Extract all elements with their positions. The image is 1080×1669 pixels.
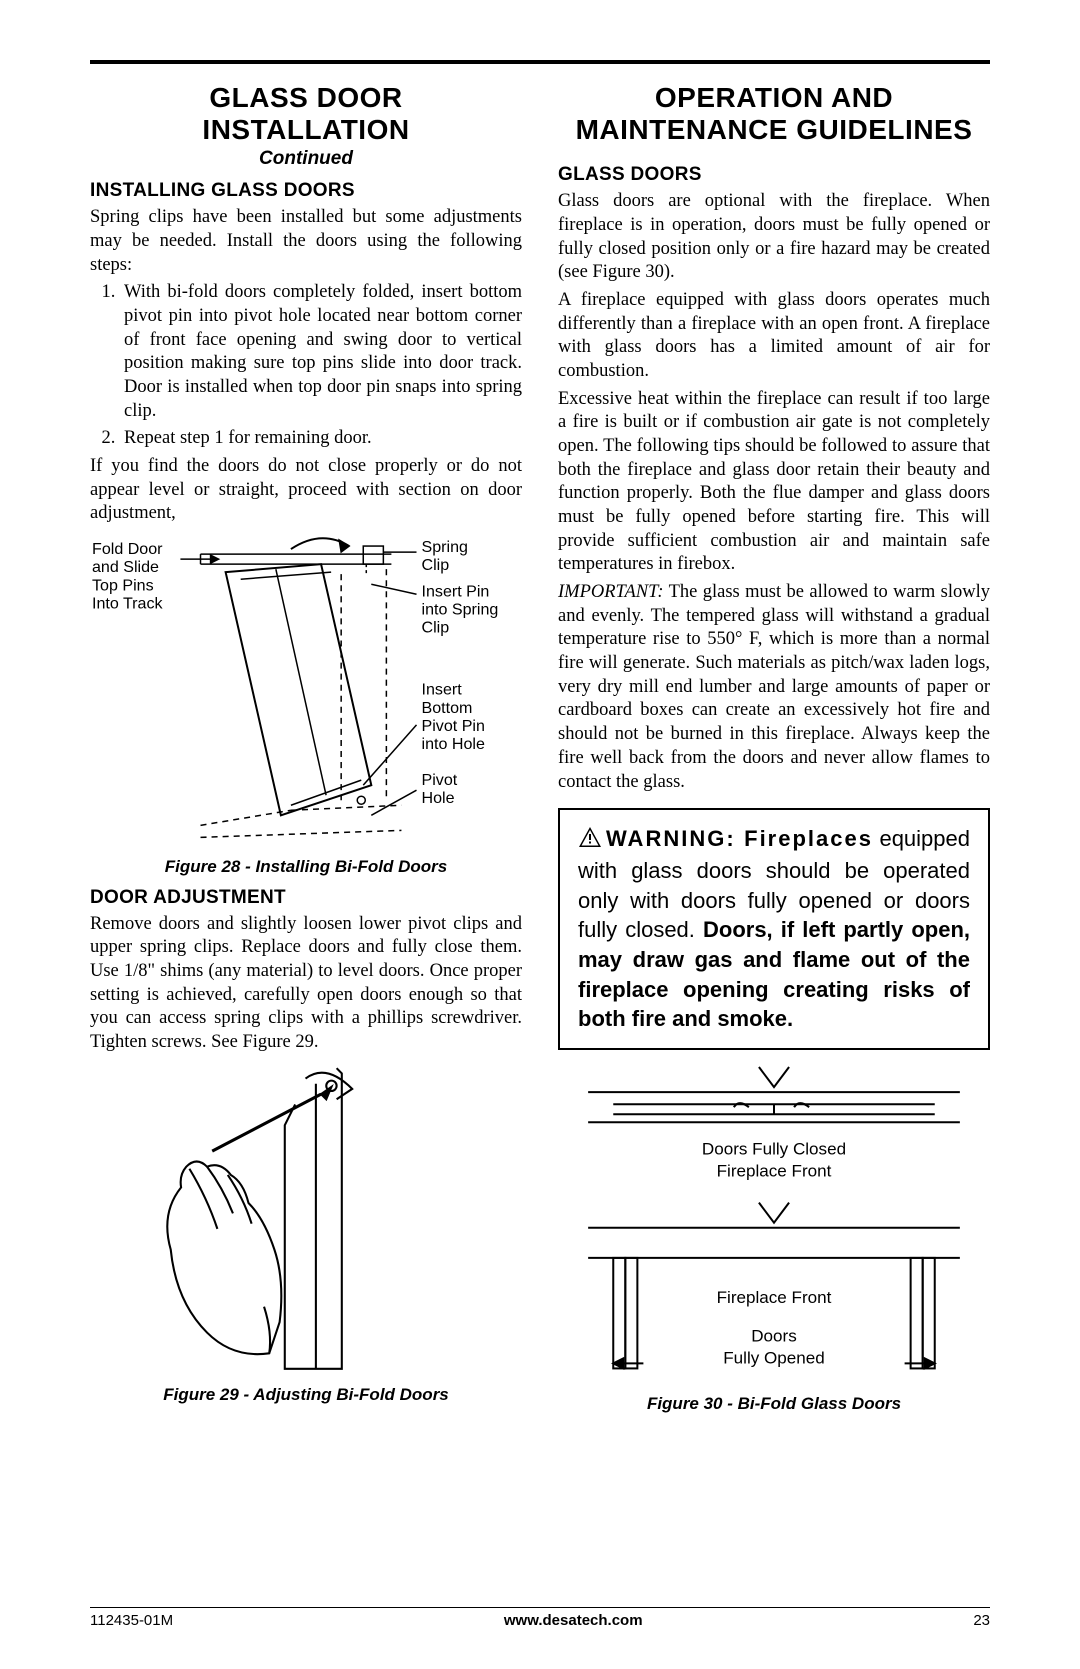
- right-column: OPERATION AND MAINTENANCE GUIDELINES GLA…: [558, 82, 990, 1424]
- warning-text: WARNING: Fireplaces equipped with glass …: [578, 824, 970, 1034]
- svg-text:Hole: Hole: [422, 789, 455, 807]
- important-text: The glass must be allowed to warm slowly…: [558, 582, 990, 791]
- fig30-svg: Doors Fully Closed Fireplace Front Firep…: [558, 1062, 990, 1383]
- label-closed: Doors Fully Closed: [702, 1139, 846, 1158]
- adjustment-paragraph: Remove doors and slightly loosen lower p…: [90, 913, 522, 1055]
- label-front2: Fireplace Front: [717, 1288, 832, 1307]
- figure-28-diagram: Fold Door and Slide Top Pins Into Track …: [90, 534, 522, 850]
- top-rule: [90, 60, 990, 64]
- svg-text:Bottom: Bottom: [422, 699, 473, 717]
- svg-text:Spring: Spring: [422, 538, 468, 556]
- svg-text:into Hole: into Hole: [422, 735, 485, 753]
- figure-28-caption: Figure 28 - Installing Bi-Fold Doors: [90, 857, 522, 877]
- svg-text:Pivot Pin: Pivot Pin: [422, 717, 485, 735]
- svg-text:Insert: Insert: [422, 681, 463, 699]
- warning-icon: [578, 826, 602, 856]
- footer-row: 112435-01M www.desatech.com 23: [90, 1612, 990, 1629]
- svg-text:Clip: Clip: [422, 619, 450, 637]
- left-title: GLASS DOOR INSTALLATION: [90, 82, 522, 146]
- svg-text:Into Track: Into Track: [92, 594, 163, 612]
- heading-adjustment: DOOR ADJUSTMENT: [90, 887, 522, 909]
- label-doors: Doors: [751, 1326, 797, 1345]
- page-footer: 112435-01M www.desatech.com 23: [90, 1607, 990, 1629]
- svg-text:into Spring: into Spring: [422, 600, 499, 618]
- title-line2: MAINTENANCE GUIDELINES: [558, 114, 990, 146]
- install-steps: With bi-fold doors completely folded, in…: [90, 281, 522, 451]
- after-steps-paragraph: If you find the doors do not close prope…: [90, 455, 522, 526]
- warning-title: WARNING: Fireplaces: [606, 826, 873, 851]
- intro-paragraph: Spring clips have been installed but som…: [90, 206, 522, 277]
- fig28-svg: Fold Door and Slide Top Pins Into Track …: [90, 534, 522, 845]
- svg-text:Top Pins: Top Pins: [92, 576, 154, 594]
- svg-text:Pivot: Pivot: [422, 771, 458, 789]
- svg-text:Fold Door: Fold Door: [92, 540, 163, 558]
- important-label: IMPORTANT:: [558, 582, 664, 602]
- heading-installing: INSTALLING GLASS DOORS: [90, 180, 522, 202]
- figure-29-caption: Figure 29 - Adjusting Bi-Fold Doors: [90, 1385, 522, 1405]
- step-1: With bi-fold doors completely folded, in…: [120, 281, 522, 423]
- figure-30-caption: Figure 30 - Bi-Fold Glass Doors: [558, 1394, 990, 1414]
- warning-box: WARNING: Fireplaces equipped with glass …: [558, 808, 990, 1050]
- title-line2: INSTALLATION: [90, 114, 522, 146]
- heading-glass-doors: GLASS DOORS: [558, 164, 990, 186]
- continued-label: Continued: [90, 148, 522, 170]
- svg-text:and Slide: and Slide: [92, 558, 159, 576]
- figure-29-diagram: [90, 1063, 522, 1379]
- title-line1: OPERATION AND: [558, 82, 990, 114]
- footer-doc-id: 112435-01M: [90, 1612, 173, 1629]
- label-front1: Fireplace Front: [717, 1162, 832, 1181]
- step-2: Repeat step 1 for remaining door.: [120, 427, 522, 451]
- figure-30-diagram: Doors Fully Closed Fireplace Front Firep…: [558, 1062, 990, 1388]
- fig29-svg: [150, 1063, 461, 1374]
- right-p4: IMPORTANT: The glass must be allowed to …: [558, 581, 990, 794]
- svg-text:Insert Pin: Insert Pin: [422, 582, 490, 600]
- right-p3: Excessive heat within the fireplace can …: [558, 388, 990, 577]
- right-title: OPERATION AND MAINTENANCE GUIDELINES: [558, 82, 990, 146]
- two-columns: GLASS DOOR INSTALLATION Continued INSTAL…: [90, 82, 990, 1424]
- label-open: Fully Opened: [723, 1348, 824, 1367]
- right-p2: A fireplace equipped with glass doors op…: [558, 289, 990, 384]
- footer-page-number: 23: [973, 1612, 990, 1629]
- footer-url: www.desatech.com: [504, 1612, 643, 1629]
- right-p1: Glass doors are optional with the firepl…: [558, 190, 990, 285]
- title-line1: GLASS DOOR: [90, 82, 522, 114]
- svg-text:Clip: Clip: [422, 556, 450, 574]
- footer-rule: [90, 1607, 990, 1608]
- left-column: GLASS DOOR INSTALLATION Continued INSTAL…: [90, 82, 522, 1424]
